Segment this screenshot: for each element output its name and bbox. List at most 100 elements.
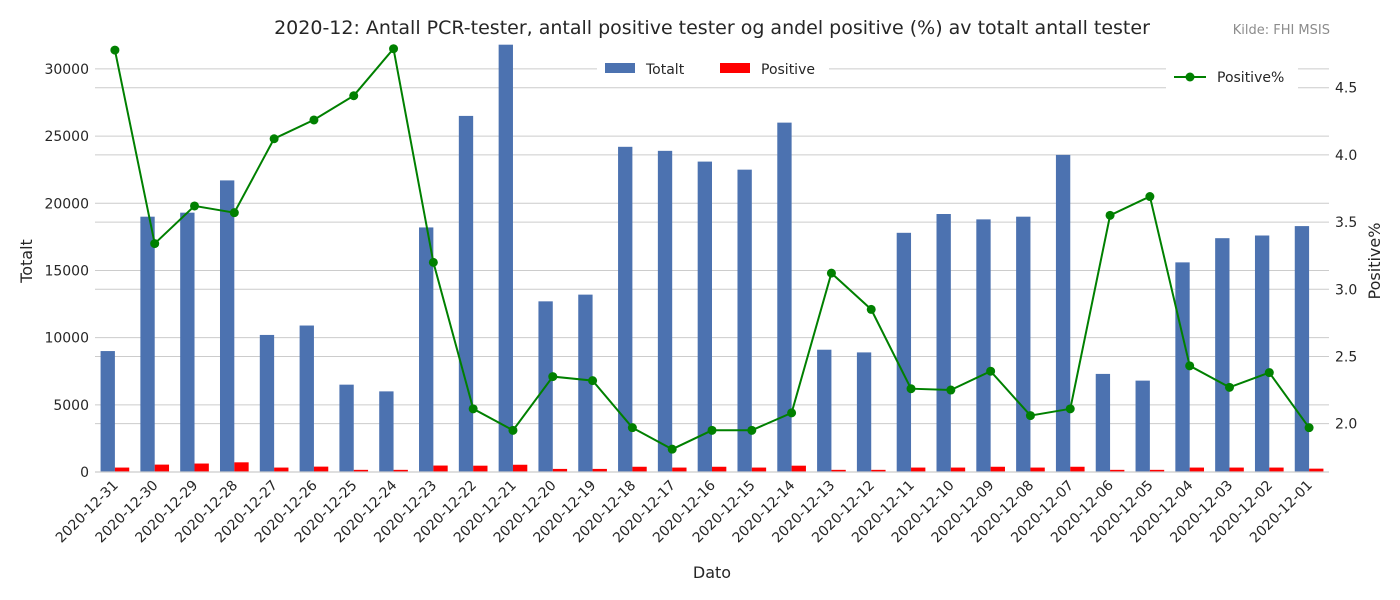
chart-title: 2020-12: Antall PCR-tester, antall posit… (274, 17, 1150, 39)
positive-percent-line (110, 44, 1314, 454)
point-positive-percent (468, 404, 478, 414)
bar-totalt (1095, 373, 1111, 472)
bar-positive (154, 464, 170, 472)
y-tick-label: 10000 (44, 331, 89, 347)
bar-positive (393, 469, 408, 472)
point-positive-percent (906, 384, 916, 394)
bar-totalt (1294, 226, 1310, 472)
legend-line: Positive% (1166, 64, 1298, 92)
bar-positive (592, 468, 607, 472)
legend-bars: Totalt Positive (597, 56, 829, 84)
point-positive-percent (1145, 192, 1155, 202)
y2-tick-label: 4.0 (1335, 148, 1357, 164)
point-positive-percent (1065, 404, 1075, 414)
point-positive-percent (946, 385, 956, 395)
bar-totalt (896, 232, 912, 472)
bar-positive (274, 467, 289, 472)
bar-positive (473, 465, 488, 472)
bar-totalt (737, 169, 752, 472)
bar-positive (911, 467, 926, 472)
bar-positive (990, 466, 1005, 472)
point-positive-percent (1025, 411, 1035, 421)
point-positive-percent (986, 366, 996, 376)
bar-positive (712, 466, 727, 472)
bar-totalt (618, 146, 633, 472)
bar-positive (1269, 467, 1284, 472)
bar-totalt (976, 219, 991, 472)
bar-positive (1309, 468, 1324, 472)
bar-totalt (1135, 380, 1150, 472)
bar-totalt (259, 334, 275, 472)
point-positive-percent (150, 239, 160, 249)
legend-label-positive-percent: Positive% (1217, 70, 1284, 86)
x-axis-label: Dato (693, 563, 731, 582)
bar-totalt (1254, 235, 1270, 472)
bar-totalt (498, 44, 513, 472)
point-positive-percent (428, 257, 438, 267)
point-positive-percent (588, 376, 598, 386)
bar-positive (353, 469, 369, 472)
y2-tick-label: 4.5 (1335, 81, 1357, 97)
bar-positive (433, 465, 448, 472)
point-positive-percent (190, 201, 200, 211)
bar-positive (632, 466, 647, 472)
point-positive-percent (826, 268, 836, 278)
point-positive-percent (349, 91, 359, 101)
y-tick-label: 5000 (53, 398, 89, 414)
y-tick-label: 0 (80, 465, 89, 481)
bar-totalt (100, 351, 115, 472)
point-positive-percent (667, 444, 677, 454)
bar-totalt (219, 180, 235, 472)
legend-label-totalt: Totalt (645, 62, 685, 78)
chart-source: Kilde: FHI MSIS (1233, 23, 1330, 38)
bar-totalt (578, 294, 593, 472)
bars (100, 44, 1324, 472)
bar-totalt (379, 391, 394, 472)
y-tick-label: 25000 (44, 129, 89, 145)
bar-positive (950, 467, 966, 472)
y2-axis-label: Positive% (1365, 223, 1384, 300)
bar-positive (234, 462, 249, 472)
bar-positive (1030, 467, 1045, 472)
bar-totalt (458, 115, 474, 472)
bar-positive (672, 467, 687, 472)
bar-totalt (339, 384, 354, 472)
y2-tick-label: 3.5 (1335, 215, 1357, 231)
bar-totalt (936, 214, 951, 472)
y-tick-label: 20000 (44, 196, 89, 212)
point-positive-percent (309, 115, 319, 125)
bar-positive (791, 465, 806, 472)
bar-positive (313, 466, 329, 472)
point-positive-percent (1264, 368, 1274, 378)
bar-totalt (697, 161, 712, 472)
legend-marker-positive-percent (1185, 72, 1195, 82)
legend-bars-frame (597, 56, 829, 84)
point-positive-percent (229, 208, 239, 218)
bar-positive (1149, 469, 1165, 472)
bar-positive (552, 468, 568, 472)
point-positive-percent (269, 134, 279, 144)
point-positive-percent (1304, 423, 1314, 433)
bar-totalt (299, 325, 314, 472)
bar-totalt (777, 122, 792, 472)
point-positive-percent (787, 408, 797, 418)
point-positive-percent (707, 425, 717, 435)
bar-positive (1070, 466, 1085, 472)
y2-tick-label: 2.5 (1335, 349, 1357, 365)
bar-positive (871, 469, 886, 472)
bar-totalt (1055, 154, 1071, 472)
bar-positive (512, 464, 528, 472)
point-positive-percent (866, 304, 876, 314)
bar-totalt (856, 352, 872, 472)
legend-swatch-totalt (605, 63, 635, 73)
y-tick-label: 30000 (44, 62, 89, 78)
y-axis-label: Totalt (17, 239, 36, 284)
point-positive-percent (1185, 361, 1195, 371)
bar-totalt (1016, 216, 1031, 472)
legend-label-positive: Positive (761, 62, 815, 78)
point-positive-percent (389, 44, 399, 54)
bar-totalt (1175, 262, 1190, 472)
bar-totalt (657, 150, 673, 472)
bar-positive (1110, 469, 1125, 472)
point-positive-percent (508, 425, 518, 435)
